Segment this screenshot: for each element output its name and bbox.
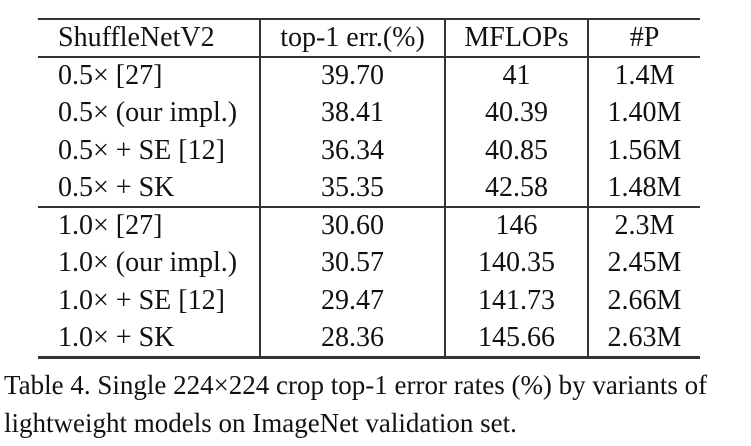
cell-top1-err-best: 28.36: [259, 319, 445, 357]
cell-mflops: 40.85: [444, 132, 588, 170]
cell-mflops: 140.35: [444, 244, 588, 282]
table-row: 1.0× [27] 30.60 146 2.3M: [38, 207, 700, 245]
cell-params: 2.45M: [587, 244, 700, 282]
cell-model: 1.0× + SE [12]: [58, 284, 225, 316]
table-caption: Table 4. Single 224×224 crop top-1 error…: [4, 366, 751, 442]
table-row: 1.0× (our impl.) 30.57 140.35 2.45M: [38, 244, 700, 282]
cell-mflops: 42.58: [444, 169, 588, 207]
cell-model: 1.0× (our impl.): [58, 247, 238, 279]
cell-mflops: 141.73: [444, 282, 588, 320]
cell-top1-err: 39.70: [259, 57, 445, 95]
cell-top1-err: 38.41: [259, 94, 445, 132]
cell-model: 0.5× + SK: [58, 171, 175, 203]
header-row: ShuffleNetV2 top-1 err.(%) MFLOPs #P: [38, 19, 700, 57]
col-header-params: #P: [587, 19, 700, 57]
cell-params: 2.3M: [587, 207, 700, 245]
cell-params: 1.48M: [587, 169, 700, 207]
col-header-mflops: MFLOPs: [444, 19, 588, 57]
table-row: 0.5× (our impl.) 38.41 40.39 1.40M: [38, 94, 700, 132]
cell-top1-err: 30.57: [259, 244, 445, 282]
cell-params: 1.4M: [587, 57, 700, 95]
results-table: ShuffleNetV2 top-1 err.(%) MFLOPs #P 0.5…: [38, 18, 700, 359]
cell-model: 1.0× [27]: [58, 210, 163, 242]
cell-top1-err: 36.34: [259, 132, 445, 170]
table-row: 0.5× [27] 39.70 41 1.4M: [38, 57, 700, 95]
col-header-top1: top-1 err.(%): [259, 19, 445, 57]
cell-mflops: 40.39: [444, 94, 588, 132]
table-caption-line1: Table 4. Single 224×224 crop top-1 error…: [4, 370, 708, 400]
cell-top1-err: 30.60: [259, 207, 445, 245]
table-row: 1.0× + SE [12] 29.47 141.73 2.66M: [38, 282, 700, 320]
cell-model: 0.5× [27]: [58, 60, 163, 92]
cell-params: 1.40M: [587, 94, 700, 132]
cell-params: 2.66M: [587, 282, 700, 320]
cell-top1-err-best: 35.35: [259, 169, 445, 207]
cell-mflops: 145.66: [444, 319, 588, 357]
cell-model: 1.0× + SK: [58, 321, 175, 353]
col-header-model: ShuffleNetV2: [58, 22, 215, 53]
cell-params: 1.56M: [587, 132, 700, 170]
cell-model: 0.5× (our impl.): [58, 97, 238, 129]
cell-params: 2.63M: [587, 319, 700, 357]
table-row: 0.5× + SE [12] 36.34 40.85 1.56M: [38, 132, 700, 170]
cell-mflops: 146: [444, 207, 588, 245]
table-row: 0.5× + SK 35.35 42.58 1.48M: [38, 169, 700, 207]
cell-mflops: 41: [444, 57, 588, 95]
cell-top1-err: 29.47: [259, 282, 445, 320]
table-row: 1.0× + SK 28.36 145.66 2.63M: [38, 319, 700, 357]
cell-model: 0.5× + SE [12]: [58, 134, 225, 166]
table-caption-line2: lightweight models on ImageNet validatio…: [4, 408, 517, 438]
